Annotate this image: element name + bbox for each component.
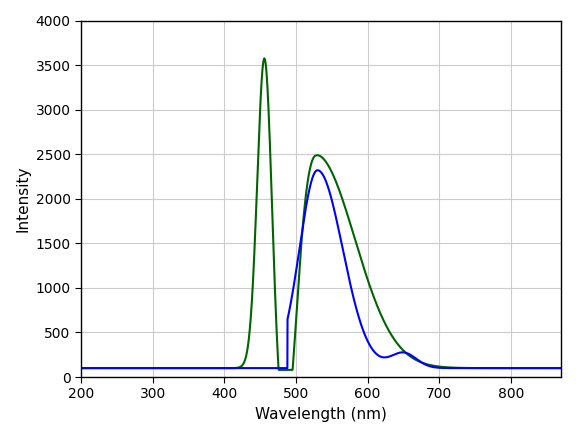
X-axis label: Wavelength (nm): Wavelength (nm)	[255, 407, 387, 422]
Y-axis label: Intensity: Intensity	[15, 166, 30, 232]
